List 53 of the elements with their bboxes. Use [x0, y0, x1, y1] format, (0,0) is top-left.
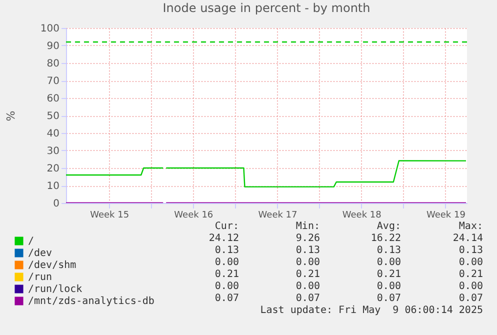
text: 0.00: [214, 281, 239, 293]
legend-label: /mnt/zds-analytics-db: [28, 296, 154, 307]
y-tick-label: 90: [46, 41, 60, 52]
text: 0.00: [296, 281, 320, 293]
text: 0.07: [376, 293, 401, 305]
text: 24.14: [452, 233, 483, 245]
legend-label: /dev/shm: [28, 260, 76, 271]
x-tick-label: Week 18: [342, 210, 382, 220]
text: 0.00: [214, 257, 239, 269]
text: 0.00: [296, 257, 320, 269]
text: 0.07: [458, 293, 483, 305]
legend-label: /dev: [28, 248, 52, 259]
text: 0.21: [296, 269, 320, 281]
legend-label: /run/lock: [28, 284, 82, 295]
legend-label: /: [28, 236, 34, 247]
text: Min:: [296, 221, 320, 233]
y-tick-label: 20: [46, 164, 60, 174]
text: 0.13: [376, 245, 401, 257]
text: Cur:: [214, 221, 239, 233]
text: 0.13: [214, 245, 239, 257]
x-tick-label: Week 19: [426, 210, 466, 220]
legend-label: /run: [28, 272, 52, 283]
text: 0.13: [458, 245, 483, 257]
y-tick-label: 50: [46, 111, 60, 122]
y-tick-label: 10: [46, 181, 60, 192]
text: 0.07: [214, 293, 239, 305]
text: 16.22: [370, 233, 401, 245]
text: 0.00: [458, 281, 483, 293]
y-tick-label: 70: [46, 76, 60, 87]
text: 9.26: [296, 233, 320, 245]
text: 0.07: [296, 293, 320, 305]
y-tick-label: 30: [46, 146, 60, 157]
y-tick-label: 40: [46, 128, 60, 140]
text: 0.00: [376, 257, 401, 269]
text: 0.21: [376, 269, 401, 281]
y-tick-label: 80: [46, 58, 60, 70]
text: 0.00: [376, 281, 401, 293]
y-axis-title: %: [4, 110, 18, 122]
text: 24.12: [208, 233, 239, 245]
x-tick-label: Week 15: [90, 210, 130, 220]
text: 0.21: [458, 269, 483, 281]
text: Avg:: [376, 221, 401, 233]
x-tick-label: Week 17: [258, 210, 298, 220]
text: 0.13: [296, 245, 320, 257]
text: 0.21: [214, 269, 239, 281]
text: Max:: [458, 221, 483, 233]
y-tick-label: 60: [46, 94, 60, 104]
text: 0.00: [458, 257, 483, 269]
chart-title: Inode usage in percent - by month: [162, 1, 370, 15]
text: Last update: Fri May 9 06:00:14 2025: [260, 305, 483, 317]
y-tick-label: 100: [40, 24, 60, 34]
x-tick-label: Week 16: [174, 210, 214, 220]
y-tick-label: 0: [53, 198, 60, 210]
